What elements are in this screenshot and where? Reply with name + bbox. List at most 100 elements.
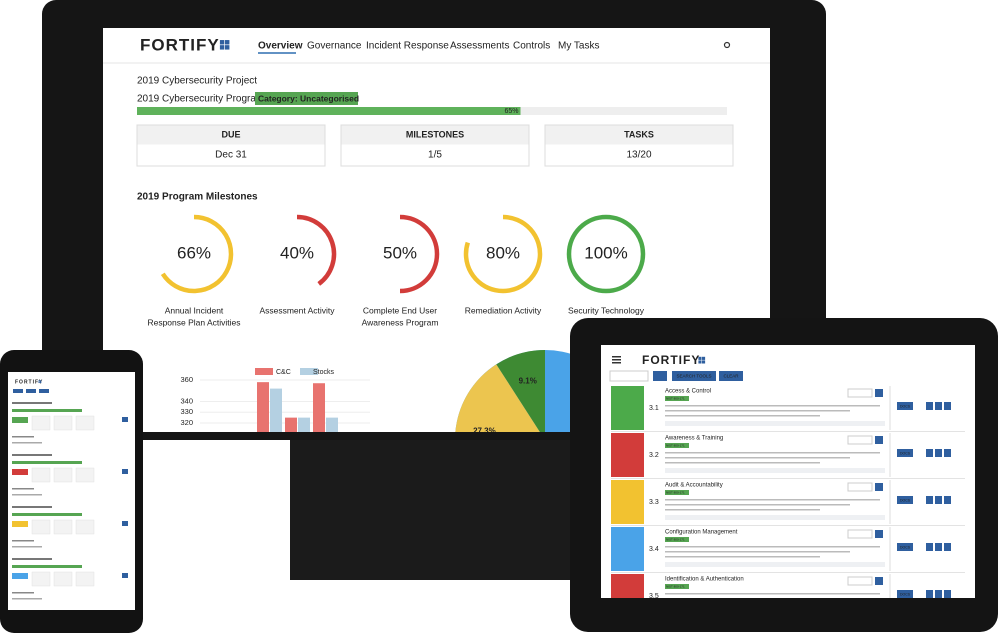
docs-button xyxy=(897,449,913,457)
row-date-button xyxy=(875,389,883,397)
row-status xyxy=(611,527,644,571)
phone-action xyxy=(122,417,128,422)
row-badge-text: NIST 800-171 xyxy=(666,490,685,494)
phone-line xyxy=(12,436,34,438)
phone-status xyxy=(12,573,28,579)
phone-action xyxy=(122,469,128,474)
phone-line xyxy=(12,488,34,490)
row-status xyxy=(611,480,644,524)
stat-header xyxy=(341,125,529,145)
category-text: Category: Uncategorised xyxy=(258,93,359,103)
phone-line xyxy=(12,546,42,548)
row-badge xyxy=(665,584,689,589)
milestones-title: 2019 Program Milestones xyxy=(137,192,258,203)
logo-block xyxy=(38,381,40,384)
milestone-ring xyxy=(566,214,646,294)
row-action xyxy=(926,496,933,504)
row-action xyxy=(944,449,951,457)
row-action xyxy=(926,543,933,551)
row-date-button xyxy=(875,436,883,444)
row-number: 3.4 xyxy=(649,546,659,553)
docs-label: DOCS xyxy=(900,498,911,502)
phone-badge xyxy=(12,409,82,412)
progress-label: 65% xyxy=(504,108,518,115)
phone-line xyxy=(12,442,42,444)
milestone-name: Annual Incident xyxy=(165,305,224,315)
logo-block xyxy=(698,356,702,360)
row-action xyxy=(944,402,951,410)
phone-line xyxy=(12,558,52,560)
row-expander xyxy=(665,421,885,426)
stat-header xyxy=(137,125,325,145)
nav-item: Overview xyxy=(258,41,303,52)
milestone-ring xyxy=(399,214,440,294)
logo-block xyxy=(219,40,225,45)
row-status xyxy=(611,433,644,477)
nav-item: My Tasks xyxy=(558,41,600,52)
milestone-percent: 40% xyxy=(280,243,314,262)
docs-label: DOCS xyxy=(900,404,911,408)
docs-label: DOCS xyxy=(900,545,911,549)
row-text-line xyxy=(665,509,820,511)
row-badge xyxy=(665,396,689,401)
stat-value: 1/5 xyxy=(428,150,442,161)
tablet-content: FORTIFY SEARCH TOOLS CLEAR 3.1 Access & Cont… xyxy=(609,353,965,600)
row-date-button xyxy=(875,483,883,491)
hamburger xyxy=(612,356,621,358)
row-text-line xyxy=(665,593,880,595)
row-text-line xyxy=(665,499,880,501)
search-input xyxy=(609,370,649,382)
stat-label: MILESTONES xyxy=(406,129,464,139)
bar xyxy=(298,417,310,432)
row-badge-text: NIST 800-171 xyxy=(666,443,685,447)
y-tick-label: 360 xyxy=(180,375,193,384)
row-badge xyxy=(665,443,689,448)
logo-block xyxy=(702,360,706,364)
nav-item: Governance xyxy=(307,41,362,52)
docs-label: DOCS xyxy=(900,592,911,596)
phone-badge xyxy=(12,565,82,568)
y-tick-label: 320 xyxy=(180,418,193,427)
logo-block xyxy=(225,45,230,50)
row-action xyxy=(944,543,951,551)
bar xyxy=(257,382,269,432)
hamburger xyxy=(612,362,621,364)
monitor-content: FORTIFY Overview Governance Incident Respon… xyxy=(103,35,770,432)
phone-line xyxy=(12,494,42,496)
logo-block xyxy=(219,45,225,50)
row-number: 3.5 xyxy=(649,593,659,600)
row-text-line xyxy=(665,556,820,558)
pie-slice xyxy=(496,350,545,432)
program-link: 2019 Cybersecurity Program xyxy=(137,94,264,105)
milestone-ring xyxy=(463,214,543,294)
hamburger xyxy=(612,359,621,361)
milestone-percent: 80% xyxy=(486,243,520,262)
legend-label: Stocks xyxy=(313,369,335,376)
phone-line xyxy=(12,454,52,456)
phone-action xyxy=(122,521,128,526)
nav-item: Controls xyxy=(513,41,550,52)
phone-button xyxy=(13,389,23,393)
phone-line xyxy=(12,540,34,542)
row-text-line xyxy=(665,546,880,548)
milestone-name: Security Technology xyxy=(568,305,645,315)
phone-cell xyxy=(31,571,51,587)
stat-value: Dec 31 xyxy=(215,150,247,161)
row-badge-text: NIST 800-171 xyxy=(666,537,685,541)
y-tick-label: 340 xyxy=(180,396,193,405)
phone-button xyxy=(39,389,49,393)
phone-cell xyxy=(75,467,95,483)
legend-label: C&C xyxy=(276,369,291,376)
phone-action xyxy=(122,573,128,578)
stat-label: DUE xyxy=(221,129,240,139)
pie-slice xyxy=(455,364,540,432)
row-action xyxy=(935,402,942,410)
milestone-name: Complete End User xyxy=(363,305,437,315)
nav-item: Incident Response xyxy=(366,41,449,52)
milestone-ring xyxy=(160,214,234,294)
monitor-stand xyxy=(290,430,570,580)
milestone-name: Response Plan Activities xyxy=(147,317,240,327)
row-title: Audit & Accountability xyxy=(665,483,723,489)
